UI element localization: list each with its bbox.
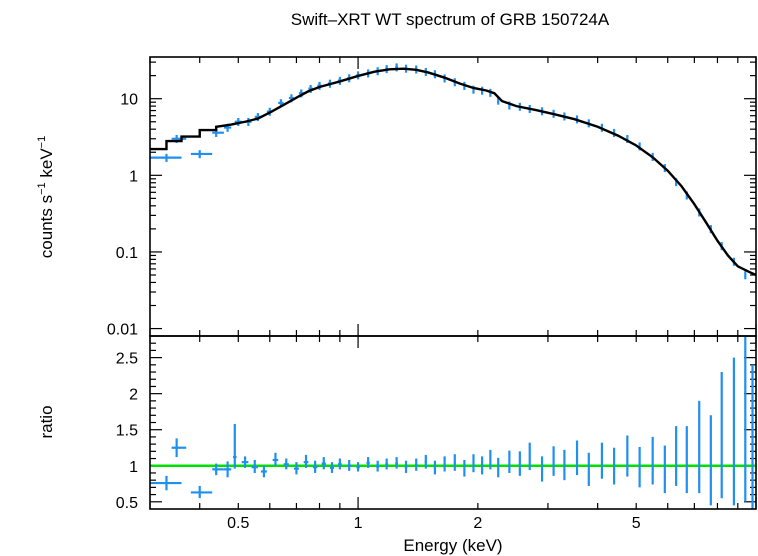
ratio-y-tick-label: 2 [129,387,138,404]
ratio-y-tick-label: 1.5 [116,423,138,440]
x-tick-label: 2 [473,515,482,532]
top-y-axis-label-mid: keV [37,148,56,183]
top-panel-frame [149,56,757,337]
top-y-tick-label: 0.1 [116,245,138,262]
ratio-y-tick-label: 0.5 [116,495,138,512]
bottom-y-axis-label: ratio [37,405,56,438]
top-y-tick-label: 10 [120,92,138,109]
chart-title: Swift–XRT WT spectrum of GRB 150724A [291,10,610,29]
bottom-panel-data [150,336,756,509]
x-tick-label: 0.5 [227,515,249,532]
ratio-y-tick-label: 2.5 [116,351,138,368]
x-axis-label: Energy (keV) [403,536,502,555]
top-y-tick-label: 1 [129,168,138,185]
top-y-axis-label-sup2: −1 [36,136,48,149]
x-tick-label: 5 [632,515,641,532]
top-y-axis-label-main: counts s [37,195,56,258]
bottom-panel-frame [149,335,757,510]
top-panel-ticks: 0.01 0.1 1 10 [107,61,756,339]
top-panel-data [150,63,757,280]
top-y-axis-label: counts s−1 keV−1 [36,136,56,258]
top-y-axis-label-sup1: −1 [36,182,48,195]
x-tick-label: 1 [354,515,363,532]
model-line [150,67,757,277]
ratio-y-tick-label: 1 [129,459,138,476]
top-y-tick-label: 0.01 [107,322,138,339]
